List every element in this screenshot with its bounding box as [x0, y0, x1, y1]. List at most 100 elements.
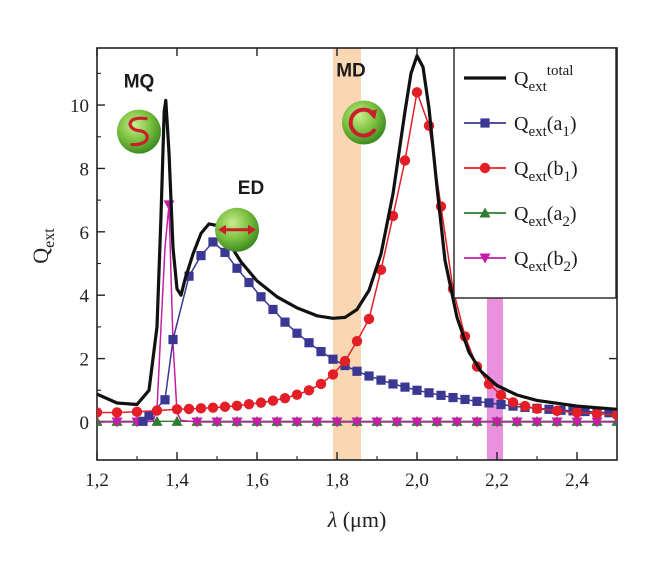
- data-point: [311, 417, 323, 428]
- data-point: [255, 397, 267, 408]
- legend-marker: [479, 253, 491, 264]
- data-point: [376, 375, 386, 385]
- legend-close: ): [570, 113, 577, 135]
- data-point: [232, 263, 242, 273]
- data-point: [111, 417, 123, 428]
- legend-main: Q: [514, 158, 529, 180]
- data-point: [184, 271, 194, 281]
- data-point: [472, 396, 482, 406]
- legend-suffix: (b: [547, 248, 564, 270]
- x-tick-label: 2,4: [565, 470, 589, 491]
- legend-label: Qext(b1): [514, 158, 578, 185]
- annotation-mq: MQ: [124, 72, 155, 93]
- legend-entry-total: Qexttotal: [464, 63, 573, 95]
- data-point: [220, 247, 230, 258]
- x-tick-label: 1,8: [325, 470, 349, 491]
- data-point: [496, 399, 506, 410]
- data-point: [131, 406, 143, 418]
- data-point: [292, 328, 302, 338]
- x-axis-unit: (μm): [337, 507, 386, 532]
- data-point: [168, 334, 178, 345]
- data-point: [151, 415, 163, 426]
- data-point: [219, 401, 231, 412]
- data-point: [611, 409, 617, 421]
- legend-entry-b2: Qext(b2): [464, 248, 578, 275]
- series-line-total: [97, 54, 617, 411]
- legend-sub: ext: [528, 79, 547, 95]
- md-loop-arrowhead: [367, 109, 377, 120]
- md-loop-icon: [348, 107, 376, 138]
- data-point: [431, 417, 443, 428]
- y-axis-title: Qext: [28, 228, 58, 264]
- legend-sub: ext: [528, 259, 547, 275]
- legend-suffix: (a: [547, 113, 563, 135]
- data-point: [280, 317, 290, 327]
- axes: 1,2 1,4 1,6 1,8 2,0 2,2 2,4 0 2 4 6 8 10: [70, 47, 618, 491]
- legend-close: ): [571, 158, 578, 180]
- data-point: [351, 417, 363, 428]
- legend-main: Q: [514, 113, 529, 135]
- legend-marker: [480, 118, 490, 128]
- data-point: [551, 417, 563, 428]
- data-point: [316, 347, 326, 357]
- data-point: [391, 417, 403, 428]
- data-point: [231, 417, 243, 428]
- data-point: [507, 397, 519, 408]
- legend-main: Q: [514, 248, 529, 270]
- data-point: [604, 408, 614, 418]
- data-point: [339, 355, 351, 367]
- data-point: [551, 405, 563, 417]
- legend-suffix-sub: 2: [563, 259, 571, 275]
- legend-suffix: (b: [547, 158, 564, 180]
- legend-suffix: (a: [547, 203, 563, 225]
- mq-current-icon: [128, 116, 149, 147]
- data-point: [519, 400, 531, 412]
- legend-label: Qexttotal: [514, 63, 573, 95]
- legend-suffix-sub: 1: [562, 124, 570, 140]
- data-point: [97, 407, 103, 418]
- data-point: [191, 417, 203, 428]
- data-point: [244, 277, 254, 288]
- md-sphere-icon: [342, 100, 386, 145]
- legend-sup: total: [547, 63, 574, 79]
- data-point: [304, 338, 314, 348]
- ed-arrow-right: [248, 224, 256, 235]
- y-tick-label: 0: [80, 413, 90, 434]
- legend: QexttotalQext(a1)Qext(b1)Qext(a2)Qext(b2…: [453, 47, 617, 299]
- data-point: [208, 237, 218, 247]
- data-point: [580, 406, 590, 417]
- data-point: [412, 385, 422, 395]
- data-point: [411, 417, 423, 428]
- x-tick-label: 1,4: [165, 470, 189, 491]
- annotations: MQ ED MD: [117, 61, 386, 252]
- data-point: [160, 395, 170, 405]
- data-point: [331, 417, 343, 428]
- data-point: [303, 385, 315, 396]
- data-point: [251, 417, 263, 428]
- series-total: [97, 54, 617, 411]
- data-point: [138, 416, 148, 426]
- data-point: [352, 366, 362, 376]
- ed-arrow-left: [218, 224, 226, 235]
- data-point: [328, 354, 338, 364]
- mq-sphere-icon: [117, 109, 161, 154]
- y-axis-main: Q: [28, 248, 53, 264]
- data-point: [448, 392, 458, 403]
- plot-frame: [96, 47, 618, 461]
- data-point: [171, 404, 183, 415]
- data-point: [151, 405, 163, 416]
- legend-sub: ext: [528, 169, 547, 185]
- data-point: [207, 402, 219, 413]
- ed-sphere-icon: [215, 207, 259, 252]
- legend-suffix-sub: 1: [563, 169, 571, 185]
- y-tick-label: 4: [80, 286, 90, 307]
- data-point: [279, 393, 291, 404]
- data-point: [315, 378, 327, 390]
- y-tick-label: 8: [80, 159, 90, 180]
- data-point: [411, 87, 423, 98]
- data-point: [171, 415, 183, 426]
- legend-suffix-sub: 2: [562, 214, 570, 230]
- data-point: [291, 389, 303, 400]
- legend-label: Qext(b2): [514, 248, 578, 275]
- legend-label: Qext(a1): [514, 113, 577, 140]
